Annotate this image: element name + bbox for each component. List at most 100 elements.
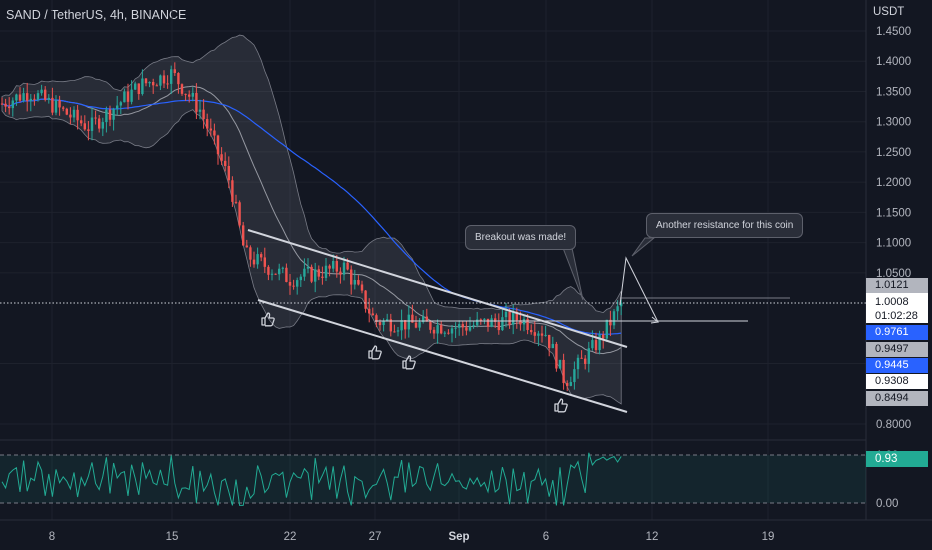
candle-body — [303, 268, 306, 277]
candle-body — [58, 100, 61, 108]
rsi-tick-label: 0.00 — [876, 498, 898, 510]
candle-body — [548, 334, 551, 349]
candle-body — [519, 320, 522, 325]
candle-body — [285, 267, 288, 282]
candle-body — [479, 319, 482, 321]
candle-body — [526, 318, 529, 331]
chart-title: SAND / TetherUS, 4h, BINANCE — [6, 8, 187, 22]
time-tick-label: 22 — [284, 531, 297, 543]
candle-body — [476, 319, 479, 326]
thumbs-up-glyph — [554, 398, 568, 413]
candle-body — [108, 109, 112, 120]
candle-body — [602, 334, 605, 339]
candle-body — [54, 100, 58, 113]
candle-body — [382, 320, 385, 326]
candle-body — [144, 78, 148, 84]
price-label-band-low: 0.9308 — [866, 374, 928, 389]
candle-body — [72, 109, 76, 118]
candle-body — [173, 69, 176, 74]
candle-body — [137, 83, 140, 95]
candle-body — [404, 320, 407, 330]
time-tick-label: Sep — [448, 531, 469, 543]
candle-body — [576, 357, 580, 370]
moving-average-line — [1, 98, 622, 336]
price-tick-label: 0.8000 — [876, 419, 911, 431]
candle-body — [414, 322, 418, 328]
breakout-annotation[interactable]: Breakout was made! — [465, 225, 577, 250]
candle-body — [90, 117, 94, 131]
candle-body — [454, 327, 457, 329]
time-tick-label: 19 — [762, 531, 775, 543]
candle-body — [170, 69, 173, 84]
price-tick-label: 1.1000 — [876, 238, 911, 250]
candle-body — [418, 322, 421, 328]
candle-body — [555, 343, 558, 369]
thumbs-up-icon — [402, 355, 416, 370]
candle-body — [558, 359, 562, 369]
candle-body — [98, 118, 101, 129]
candle-body — [465, 327, 468, 331]
candle-body — [26, 93, 29, 101]
candle-body — [245, 245, 248, 248]
price-tick-label: 1.4500 — [876, 26, 911, 38]
candle-body — [126, 91, 130, 102]
candle-body — [396, 330, 400, 332]
time-tick-label: 6 — [543, 531, 549, 543]
candle-body — [202, 109, 205, 120]
candle-body — [288, 281, 292, 286]
candle-body — [206, 119, 209, 129]
candle-body — [252, 259, 256, 265]
thumbs-up-glyph — [368, 345, 382, 360]
countdown-timer: 01:02:28 — [875, 310, 918, 322]
candle-body — [598, 334, 601, 351]
candle-body — [317, 269, 320, 277]
candle-body — [191, 92, 194, 97]
candle-body — [65, 108, 68, 115]
candle-body — [69, 114, 72, 118]
candle-body — [393, 331, 396, 333]
candle-body — [443, 332, 446, 334]
candle-body — [119, 102, 122, 106]
price-label-ma2: 0.9445 — [866, 358, 928, 373]
candle-body — [508, 311, 511, 325]
candle-body — [227, 165, 230, 181]
candle-body — [569, 382, 572, 386]
resistance-annotation[interactable]: Another resistance for this coin — [646, 213, 804, 238]
candle-body — [220, 154, 223, 161]
candle-body — [0, 103, 4, 105]
candle-body — [177, 73, 180, 85]
candle-body — [386, 319, 389, 321]
price-label-high: 1.0121 — [866, 278, 928, 293]
candle-body — [504, 311, 508, 318]
candle-body — [123, 91, 126, 103]
candle-body — [29, 98, 32, 101]
price-tick-label: 1.2000 — [876, 177, 911, 189]
candle-body — [11, 100, 14, 109]
candle-body — [80, 120, 83, 124]
candle-body — [450, 328, 454, 334]
candle-body — [148, 81, 151, 84]
candle-body — [494, 318, 497, 322]
candle-body — [616, 306, 619, 312]
candle-body — [486, 318, 490, 327]
candle-body — [411, 314, 414, 323]
candle-body — [249, 247, 252, 260]
candle-body — [213, 130, 216, 136]
candle-body — [166, 83, 169, 85]
candle-body — [342, 262, 346, 275]
candle-body — [296, 280, 299, 287]
candle-body — [299, 276, 302, 281]
candle-body — [105, 109, 108, 123]
resistance-pointer — [631, 237, 656, 257]
candle-body — [22, 93, 25, 101]
candle-body — [461, 324, 464, 328]
candle-body — [594, 340, 598, 351]
candle-body — [447, 332, 450, 334]
candle-body — [101, 122, 104, 129]
candle-body — [350, 269, 353, 285]
candle-body — [432, 329, 436, 334]
candle-body — [4, 103, 7, 107]
bollinger-band — [1, 34, 622, 405]
candle-body — [224, 160, 227, 166]
